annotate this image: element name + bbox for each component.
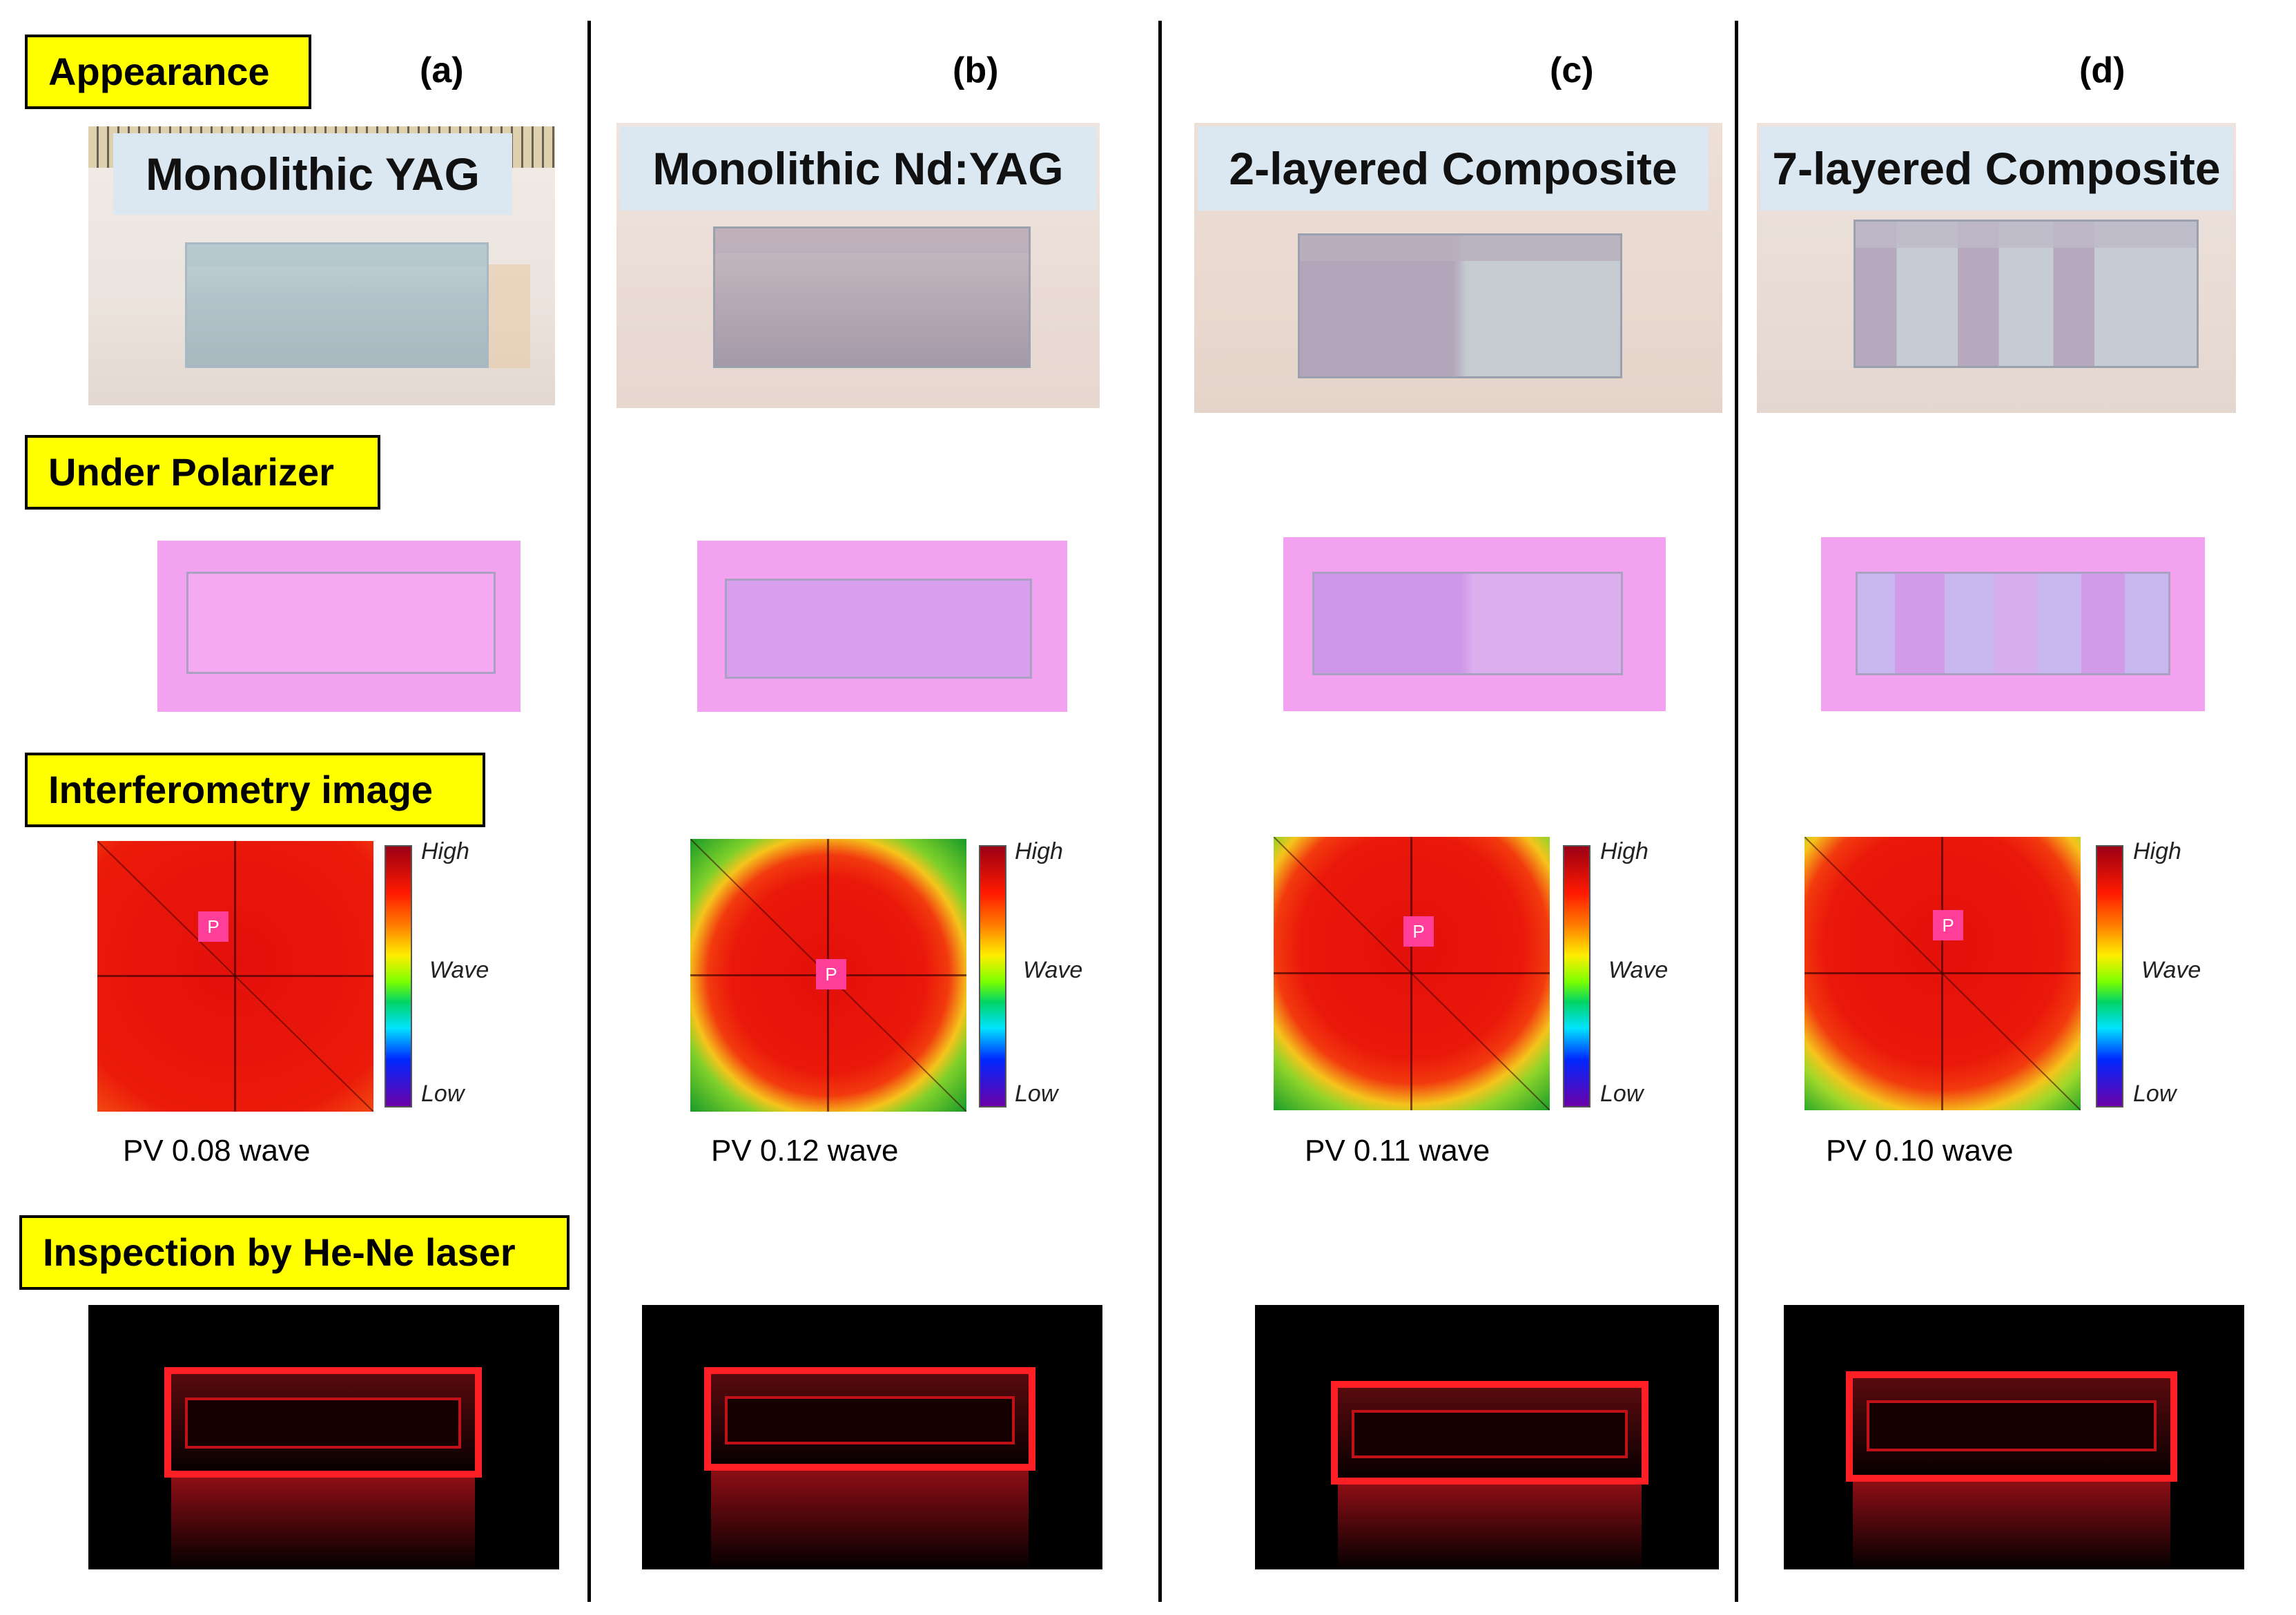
appearance-photo-c: 2-layered Composite bbox=[1194, 123, 1722, 413]
colorbar-a bbox=[385, 845, 412, 1108]
appearance-photo-d: 7-layered Composite bbox=[1757, 123, 2236, 413]
row-label-polarizer: Under Polarizer bbox=[25, 435, 380, 510]
laser-image-a bbox=[88, 1305, 559, 1569]
colorbar-low-c: Low bbox=[1600, 1081, 1644, 1107]
colorbar-low-d: Low bbox=[2133, 1081, 2177, 1107]
colorbar-high-b: High bbox=[1015, 838, 1063, 864]
column-divider-ab bbox=[587, 21, 591, 1602]
polarizer-crystal-b bbox=[725, 579, 1032, 679]
column-divider-cd bbox=[1735, 21, 1738, 1602]
interferogram-marker-a: P bbox=[198, 911, 228, 942]
polarizer-image-a bbox=[157, 541, 521, 712]
column-letter-b: (b) bbox=[953, 50, 999, 90]
column-letter-d: (d) bbox=[2079, 50, 2125, 90]
column-letter-a: (a) bbox=[420, 50, 464, 90]
appearance-title-a: Monolithic YAG bbox=[113, 133, 512, 215]
interferogram-c: P bbox=[1274, 837, 1550, 1110]
crystal-c bbox=[1298, 233, 1622, 378]
appearance-photo-b: Monolithic Nd:YAG bbox=[616, 123, 1100, 408]
column-letter-c: (c) bbox=[1550, 50, 1594, 90]
laser-crystal-d bbox=[1846, 1371, 2177, 1482]
crystal-b bbox=[713, 226, 1031, 368]
colorbar-high-a: High bbox=[421, 838, 469, 864]
laser-crystal-a bbox=[164, 1367, 482, 1478]
laser-image-b bbox=[642, 1305, 1102, 1569]
laser-crystal-b bbox=[704, 1367, 1035, 1471]
colorbar-low-b: Low bbox=[1015, 1081, 1058, 1107]
appearance-title-d: 7-layered Composite bbox=[1760, 126, 2232, 211]
column-divider-bc bbox=[1158, 21, 1162, 1602]
appearance-photo-a: Monolithic YAG bbox=[88, 126, 555, 405]
laser-image-d bbox=[1784, 1305, 2244, 1569]
laser-image-c bbox=[1255, 1305, 1719, 1569]
polarizer-crystal-c bbox=[1312, 572, 1623, 675]
pv-value-c: PV 0.11 wave bbox=[1305, 1134, 1490, 1168]
pv-value-a: PV 0.08 wave bbox=[123, 1134, 311, 1168]
appearance-title-b: Monolithic Nd:YAG bbox=[620, 126, 1096, 211]
colorbar-mid-d: Wave bbox=[2141, 957, 2201, 983]
row-label-interferometry: Interferometry image bbox=[25, 753, 485, 827]
pv-value-b: PV 0.12 wave bbox=[711, 1134, 899, 1168]
crystal-d bbox=[1854, 220, 2199, 368]
interferogram-marker-b: P bbox=[816, 959, 846, 989]
laser-crystal-c bbox=[1331, 1381, 1648, 1485]
colorbar-low-a: Low bbox=[421, 1081, 465, 1107]
appearance-title-c: 2-layered Composite bbox=[1198, 126, 1709, 211]
row-label-appearance: Appearance bbox=[25, 35, 311, 109]
interferogram-d: P bbox=[1804, 837, 2081, 1110]
colorbar-mid-c: Wave bbox=[1608, 957, 1669, 983]
colorbar-b bbox=[979, 845, 1006, 1108]
crystal-a bbox=[185, 242, 489, 368]
polarizer-image-b bbox=[697, 541, 1067, 712]
colorbar-d bbox=[2096, 845, 2123, 1108]
interferogram-marker-d: P bbox=[1933, 910, 1963, 940]
colorbar-high-d: High bbox=[2133, 838, 2181, 864]
interferogram-a: P bbox=[97, 841, 373, 1112]
colorbar-high-c: High bbox=[1600, 838, 1648, 864]
polarizer-image-d bbox=[1821, 537, 2205, 711]
row-label-inspection: Inspection by He-Ne laser bbox=[19, 1215, 570, 1290]
colorbar-c bbox=[1563, 845, 1590, 1108]
colorbar-mid-b: Wave bbox=[1023, 957, 1083, 983]
polarizer-image-c bbox=[1283, 537, 1666, 711]
interferogram-b: P bbox=[690, 839, 966, 1112]
colorbar-mid-a: Wave bbox=[429, 957, 489, 983]
pv-value-d: PV 0.10 wave bbox=[1826, 1134, 2014, 1168]
polarizer-crystal-d bbox=[1856, 572, 2170, 675]
interferogram-marker-c: P bbox=[1403, 916, 1434, 947]
polarizer-crystal-a bbox=[186, 572, 496, 674]
